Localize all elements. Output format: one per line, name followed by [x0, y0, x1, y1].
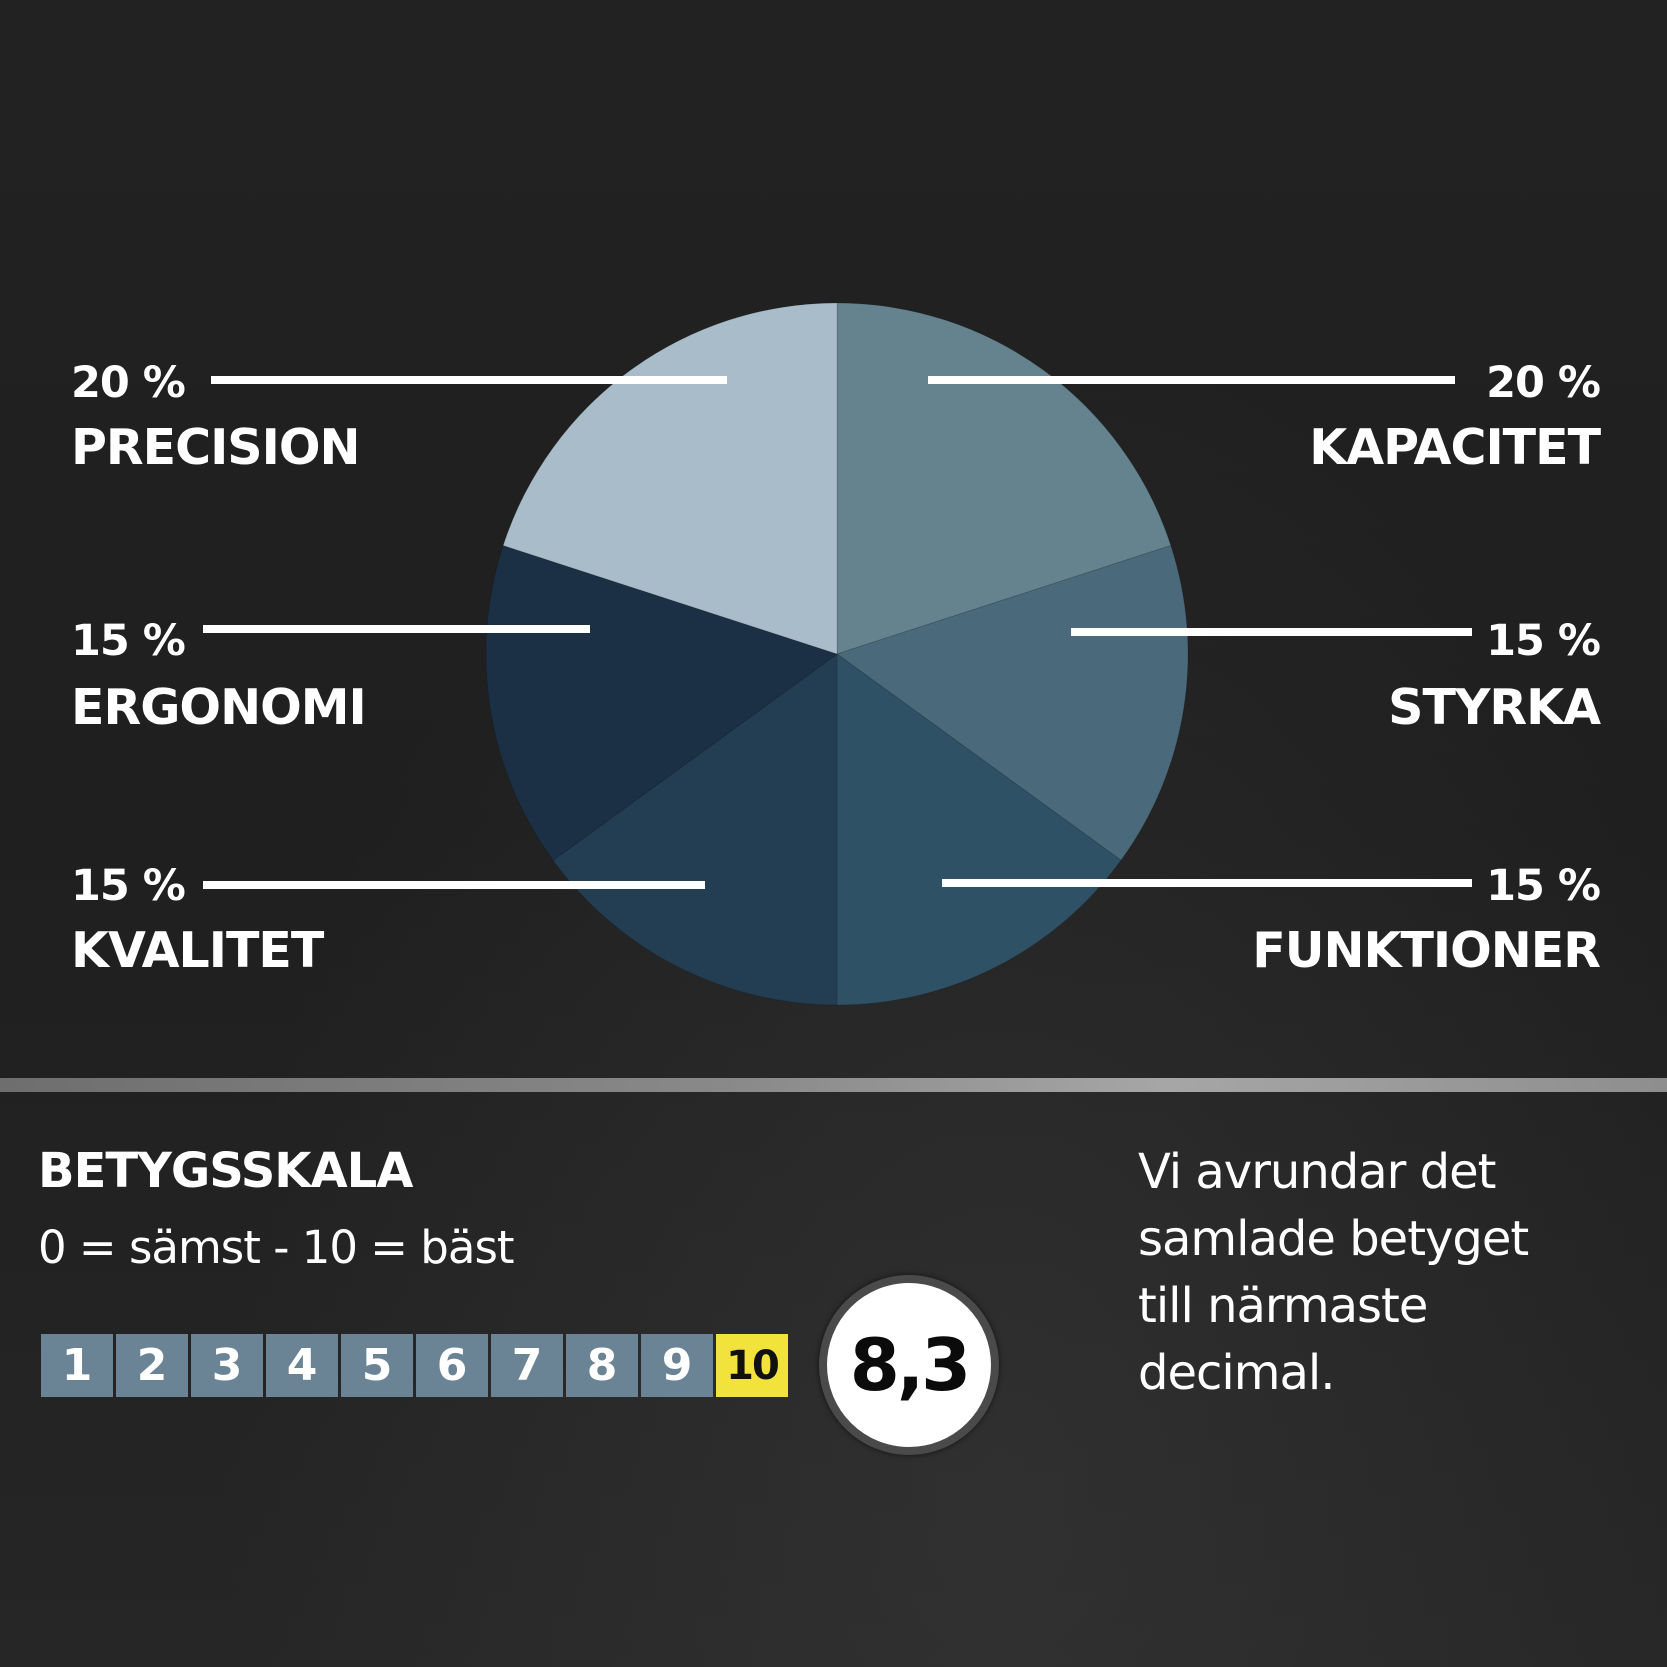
scale-cell-9: 9: [641, 1334, 713, 1397]
pie-slices: [485, 302, 1189, 1006]
note-line: samlade betyget: [1138, 1211, 1529, 1267]
pie-slice-styrka: [835, 544, 1189, 862]
pie-slice-funktioner: [836, 653, 1122, 1006]
category-label-funktioner: FUNKTIONER: [1252, 922, 1601, 979]
percent-label-kapacitet: 20 %: [1486, 358, 1601, 408]
scale-cell-2: 2: [116, 1334, 188, 1397]
section-divider: [0, 1078, 1667, 1092]
rating-scale-title: BETYGSSKALA: [38, 1143, 413, 1199]
pie-slice-precision: [502, 302, 838, 655]
percent-label-precision: 20 %: [71, 358, 186, 408]
category-label-precision: PRECISION: [71, 419, 360, 476]
category-label-ergonomi: ERGONOMI: [71, 679, 367, 736]
scale-cell-4: 4: [266, 1334, 338, 1397]
percent-label-funktioner: 15 %: [1486, 861, 1601, 911]
note-line: till närmaste: [1138, 1278, 1428, 1334]
category-label-kvalitet: KVALITET: [71, 922, 324, 979]
pie-slice-ergonomi: [485, 544, 839, 862]
note-line: decimal.: [1138, 1345, 1336, 1401]
score-badge: 8,3: [819, 1275, 999, 1455]
rating-scale-subtitle: 0 = sämst - 10 = bäst: [38, 1221, 515, 1274]
percent-label-styrka: 15 %: [1486, 616, 1601, 666]
pie-slice-kapacitet: [836, 302, 1172, 655]
leader-lines: [203, 376, 1472, 889]
scale-cell-1: 1: [41, 1334, 113, 1397]
percent-label-ergonomi: 15 %: [71, 616, 186, 666]
scale-cell-5: 5: [341, 1334, 413, 1397]
scale-cell-6: 6: [416, 1334, 488, 1397]
rating-scale: 1 2 3 4 5 6 7 8 9 10: [41, 1334, 791, 1397]
category-label-kapacitet: KAPACITET: [1309, 419, 1601, 476]
scale-cell-10: 10: [716, 1334, 788, 1397]
scale-cell-3: 3: [191, 1334, 263, 1397]
category-label-styrka: STYRKA: [1388, 679, 1601, 736]
scale-cell-7: 7: [491, 1334, 563, 1397]
note-line: Vi avrundar det: [1138, 1144, 1496, 1200]
rounding-note: Vi avrundar det samlade betyget till när…: [1138, 1144, 1529, 1416]
scale-cell-8: 8: [566, 1334, 638, 1397]
percent-label-kvalitet: 15 %: [71, 861, 186, 911]
